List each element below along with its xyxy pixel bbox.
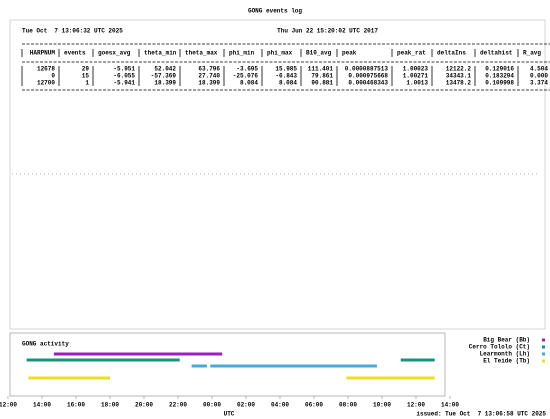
table-cell: 1.0013 [406,80,428,87]
activity-bar [400,358,435,362]
x-tick-label: 04:00 [271,402,289,409]
table-cell: -5.941 [113,80,135,87]
column-header: peak_rat [397,50,426,57]
table-cell: 4.504 [530,66,548,73]
table-cell: -25.076 [233,73,259,80]
x-tick-label: 12:00 [0,402,17,409]
column-header: phi_max [267,50,293,57]
x-tick-label: 08:00 [339,402,357,409]
column-header: goesx_avg [98,50,131,57]
activity-bar [26,358,180,362]
table-cell: -3.695 [236,66,258,73]
table-cell: 13478.2 [446,80,472,87]
activity-bar [191,364,207,368]
column-header: phi_min [229,50,255,57]
legend-label: Learmonth (Lh) [480,351,530,358]
table-cell: 0.129016 [485,66,514,73]
table-cell: 15.985 [275,66,297,73]
table-cell: 0 [51,73,55,80]
x-tick-label: 00:00 [203,402,221,409]
table-cell: -57.369 [151,73,177,80]
issued-time: issued: Tue Oct 7 13:06:58 UTC 2025 [416,411,546,418]
table-cell: 34343.1 [446,73,472,80]
activity-title: GONG activity [22,341,69,348]
x-tick-label: 14:00 [33,402,51,409]
table-cell: 8.084 [240,80,258,87]
table-cell: 8.084 [279,80,297,87]
table-cell: 90.881 [311,80,333,87]
x-tick-label: 18:00 [101,402,119,409]
x-tick-label: 06:00 [305,402,323,409]
activity-frame [9,332,446,397]
table-cell: 0.000 [530,73,548,80]
table-cell: 12122.2 [446,66,472,73]
legend-swatch [542,338,545,342]
legend-label: Big Bear (Bb) [483,337,530,344]
x-tick-label: 20:00 [135,402,153,409]
x-tick-label: 14:00 [441,402,459,409]
table-cell: 29 [82,66,90,73]
activity-bar [210,364,377,368]
table-cell: 1.00271 [403,73,429,80]
column-header: HARPNUM [30,50,56,57]
column-header: theta_min [144,50,177,57]
log-frame [9,19,546,330]
table-cell: 1.00023 [403,66,429,73]
table-cell: -5.951 [113,66,135,73]
column-header: deltahist [480,50,513,57]
x-axis-label: UTC [224,411,235,418]
column-header: events [64,50,86,57]
x-tick-label: 12:00 [407,402,425,409]
column-header: R_avg [523,50,541,57]
generated-time: Tue Oct 7 13:06:32 UTC 2025 [22,28,123,35]
data-time: Thu Jun 22 15:20:02 UTC 2017 [277,28,378,35]
table-cell: 0.0000887513 [345,66,389,73]
legend-label: El Teide (Tb) [483,358,530,365]
legend-swatch [542,359,545,363]
page-title: GONG events log [248,8,302,15]
table-cell: -6.843 [275,73,297,80]
table-cell: 12700 [37,80,55,87]
table-cell: 79.861 [311,73,333,80]
table-cell: 15 [82,73,90,80]
legend-swatch [542,352,545,356]
table-cell: 111.401 [308,66,334,73]
table-cell: 63.796 [198,66,220,73]
legend-swatch [542,345,545,349]
table-cell: -6.055 [113,73,135,80]
table-cell: 0.000975668 [348,73,388,80]
column-header: deltaIns [437,50,466,57]
column-header: peak [342,50,357,57]
column-header: B10_avg [306,50,332,57]
activity-bar [53,352,223,356]
table-cell: 18.399 [154,80,176,87]
activity-bar [346,376,435,380]
table-cell: 27.740 [198,73,220,80]
x-tick-label: 10:00 [373,402,391,409]
table-cell: 18.399 [198,80,220,87]
column-header: theta_max [185,50,218,57]
table-cell: 12678 [37,66,55,73]
table-cell: 0.000468343 [348,80,388,87]
table-cell: 1 [85,80,89,87]
x-tick-label: 02:00 [237,402,255,409]
table-cell: 52.042 [154,66,176,73]
legend-label: Cerro Tololo (Ct) [469,344,530,351]
table-cell: 0.109998 [485,80,514,87]
table-cell: 3.374 [530,80,548,87]
x-tick-label: 22:00 [169,402,187,409]
table-cell: 0.183294 [485,73,514,80]
x-tick-label: 16:00 [67,402,85,409]
activity-bar [28,376,110,380]
